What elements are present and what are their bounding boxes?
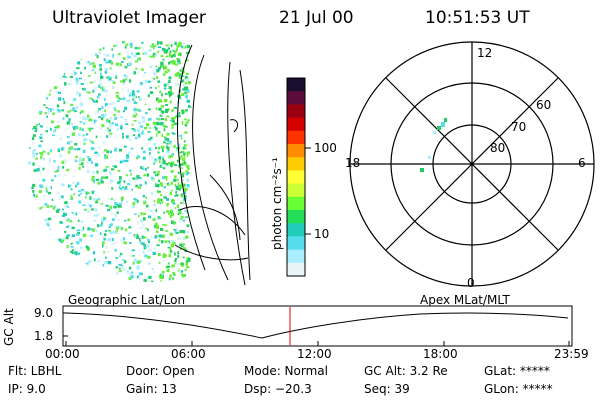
timeline-ytick-low: 1.8	[34, 329, 54, 343]
ip-value: IP: 9.0	[8, 382, 46, 396]
sequence-value: Seq: 39	[364, 382, 410, 396]
dsp-value: Dsp: −20.3	[244, 382, 312, 396]
colorbar-segment	[287, 117, 305, 132]
observation-time: 10:51:53 UT	[425, 8, 530, 28]
colorbar-segment	[287, 249, 305, 264]
colorbar-segment	[287, 91, 305, 105]
aurora-speckle	[28, 40, 192, 282]
glat-value: GLat: *****	[484, 364, 550, 378]
earth-image	[28, 40, 251, 286]
timeline-xtick-1200: 12:00	[297, 347, 332, 361]
colorbar-segment	[287, 196, 305, 211]
observation-date: 21 Jul 00	[279, 8, 354, 28]
colorbar-tick-100: 100	[314, 141, 337, 155]
timeline-xtick-0000: 00:00	[45, 347, 80, 361]
instrument-title: Ultraviolet Imager	[52, 8, 206, 28]
gc-alt-value: GC Alt: 3.2 Re	[364, 364, 448, 378]
mlt-label-0: 0	[467, 276, 475, 290]
colorbar-segment	[287, 104, 305, 119]
mlt-label-6: 6	[578, 156, 586, 170]
colorbar-segment	[287, 236, 305, 251]
colorbar-label: photon cm⁻²s⁻¹	[270, 157, 284, 250]
colorbar-tick-10: 10	[314, 227, 330, 241]
timeline-ytick-high: 9.0	[34, 306, 54, 320]
colorbar-segment	[287, 223, 305, 237]
colorbar-segment	[287, 210, 305, 224]
timeline-xtick-0600: 06:00	[171, 347, 206, 361]
glon-value: GLon: *****	[484, 382, 553, 396]
timeline-axis-label: GC Alt	[2, 308, 16, 346]
colorbar-segment	[287, 130, 305, 145]
map-grid-lines	[174, 44, 251, 286]
polar-aurora-points	[420, 118, 447, 172]
colorbar	[286, 77, 311, 277]
lat-label-60: 60	[536, 98, 552, 112]
timeline-right-title: Apex MLat/MLT	[420, 293, 510, 307]
mlt-label-12: 12	[477, 46, 493, 60]
colorbar-segment	[287, 78, 305, 92]
timeline-left-title: Geographic Lat/Lon	[68, 293, 186, 307]
filter-value: Flt: LBHL	[8, 364, 62, 378]
colorbar-segment	[287, 262, 305, 277]
colorbar-segment	[287, 183, 305, 198]
gain-value: Gain: 13	[126, 382, 177, 396]
altitude-timeline	[62, 305, 573, 347]
door-status: Door: Open	[126, 364, 195, 378]
colorbar-segment	[287, 157, 305, 171]
polar-plot	[349, 41, 595, 287]
mode-value: Mode: Normal	[244, 364, 328, 378]
colorbar-segment	[287, 170, 305, 185]
timeline-xtick-1800: 18:00	[423, 347, 458, 361]
mlt-label-18: 18	[345, 156, 361, 170]
colorbar-segment	[287, 144, 305, 158]
timeline-xtick-2359: 23:59	[554, 347, 589, 361]
lat-label-70: 70	[511, 120, 527, 134]
lat-label-80: 80	[490, 141, 506, 155]
